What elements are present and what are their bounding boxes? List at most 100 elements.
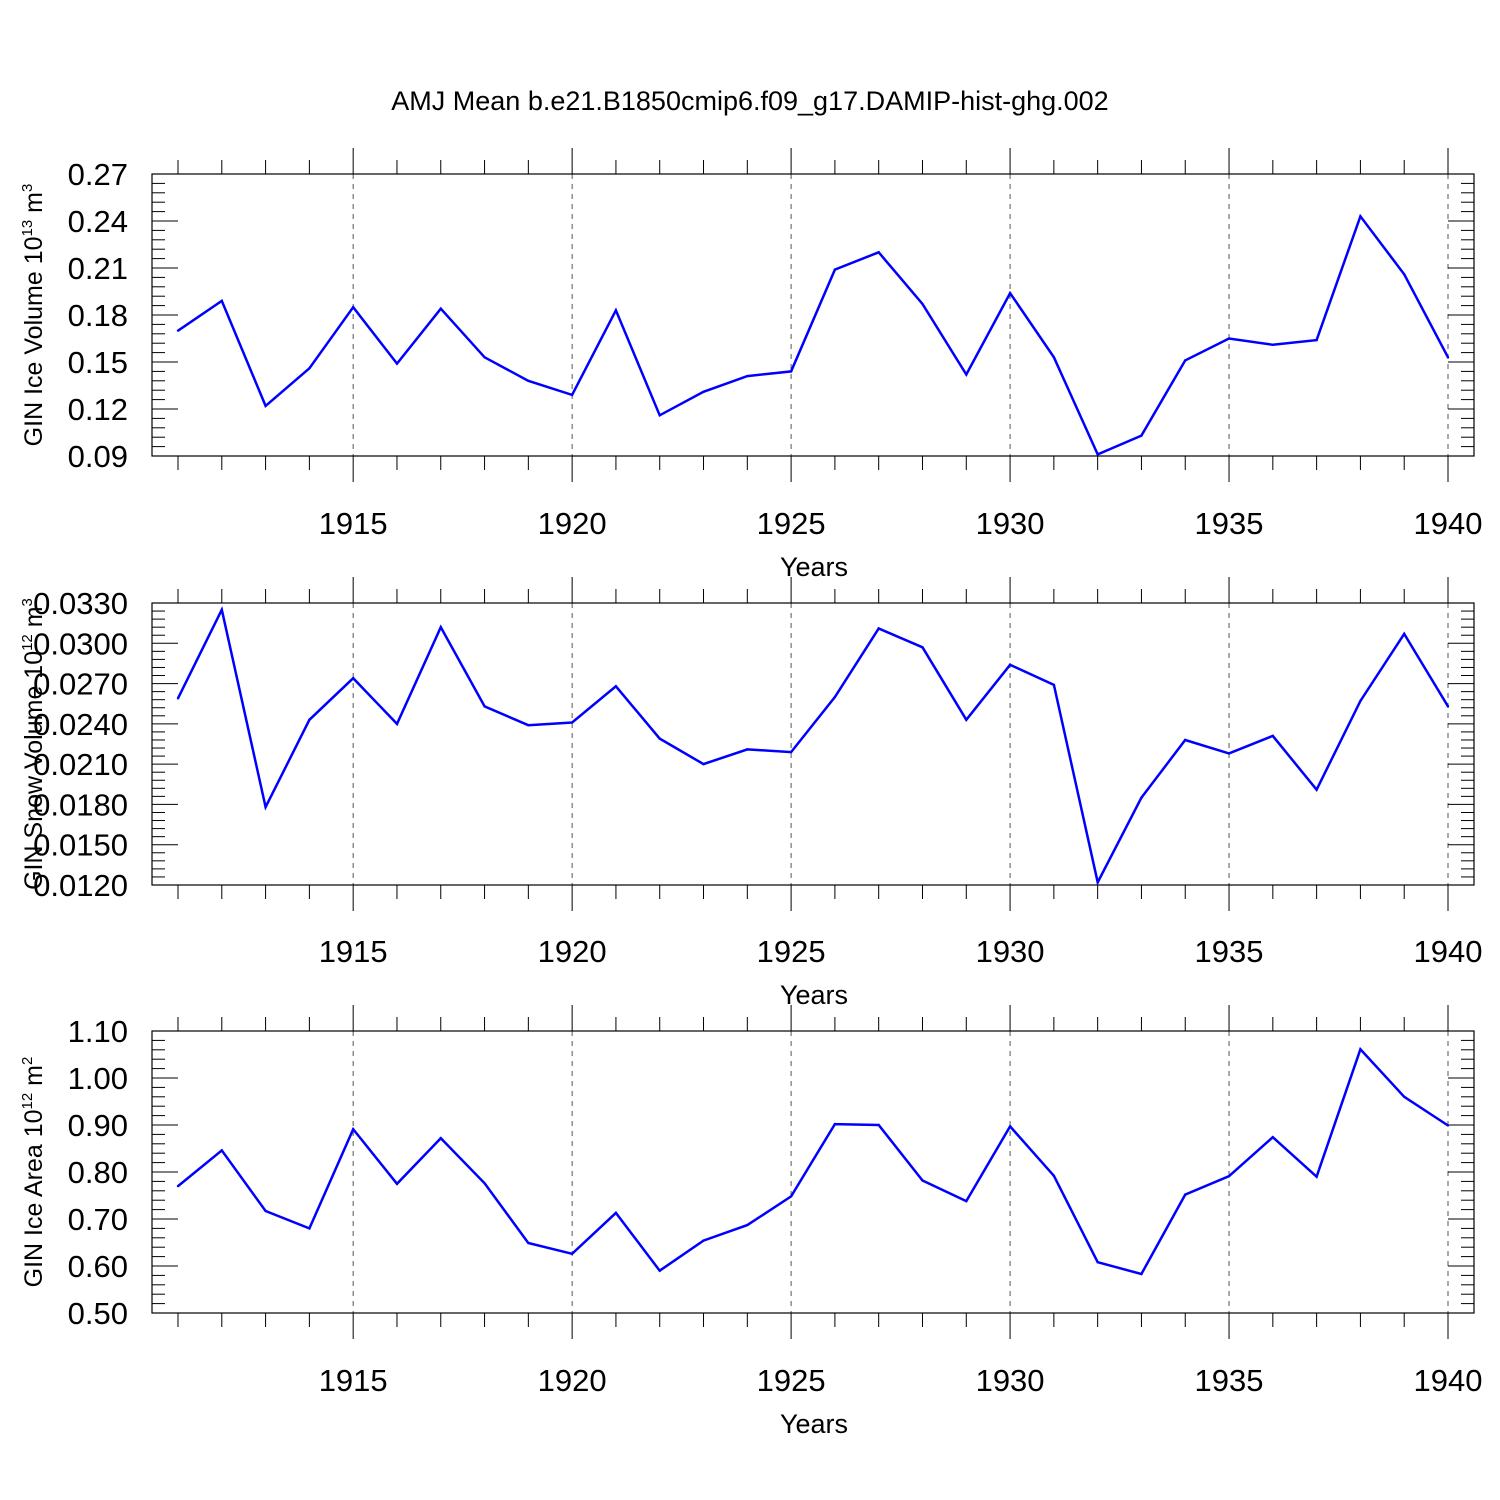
y-tick-label: 0.0150 (33, 828, 128, 863)
data-point (1052, 683, 1056, 687)
y-axis-title: GIN Ice Volume 1013 m3 (19, 184, 48, 447)
y-axis-title-superscript: 3 (19, 598, 36, 606)
data-point (1227, 752, 1231, 755)
x-tick-label: 1920 (538, 506, 607, 541)
x-tick-label: 1930 (976, 1363, 1045, 1398)
data-point (1096, 1261, 1099, 1264)
data-point (1315, 1175, 1318, 1178)
data-point (1008, 663, 1012, 666)
x-tick-label: 1920 (538, 1363, 607, 1398)
data-point (965, 718, 968, 722)
x-axis-title: Years (780, 980, 848, 1010)
y-tick-label: 0.0210 (33, 747, 128, 782)
data-point (351, 677, 355, 680)
data-point (1140, 796, 1143, 799)
x-axis-title: Years (780, 1409, 848, 1439)
y-tick-label: 0.0300 (33, 626, 128, 661)
y-tick-label: 0.0120 (33, 868, 128, 903)
y-tick-label: 0.90 (68, 1108, 128, 1143)
data-point (702, 1239, 705, 1242)
y-tick-label: 0.0330 (33, 586, 128, 621)
series-line (177, 1046, 1449, 1276)
data-point (1008, 291, 1012, 295)
data-point (833, 268, 837, 271)
data-point (483, 705, 486, 708)
x-tick-label: 1935 (1195, 506, 1264, 541)
x-tick-label: 1930 (976, 934, 1045, 969)
figure-title: AMJ Mean b.e21.B1850cmip6.f09_g17.DAMIP-… (391, 86, 1108, 116)
data-point (658, 414, 661, 417)
y-axis-title-superscript: 12 (19, 634, 36, 651)
data-point (570, 721, 574, 724)
data-point (1359, 699, 1362, 703)
y-tick-label: 0.24 (68, 204, 128, 239)
x-tick-label: 1940 (1414, 1363, 1483, 1398)
data-point (658, 1269, 661, 1272)
y-tick-label: 0.0180 (33, 787, 128, 822)
data-point (1446, 356, 1450, 359)
chart-panel-2: 0.0120 0.0150 0.0180 0.0210 0.0240 0.0270 0.03… (19, 577, 1482, 1010)
data-point (176, 697, 180, 700)
data-point (1403, 1095, 1406, 1099)
y-tick-label: 0.18 (68, 298, 128, 333)
data-point (614, 1211, 618, 1215)
data-point (1140, 434, 1143, 437)
data-point (1052, 356, 1056, 359)
y-tick-label: 0.60 (68, 1249, 128, 1284)
y-tick-label: 0.80 (68, 1155, 128, 1190)
series-points (176, 215, 1450, 456)
data-point (921, 302, 924, 306)
series-points (176, 608, 1450, 884)
data-point (264, 805, 267, 809)
data-point (1271, 734, 1275, 738)
data-point (746, 374, 749, 378)
data-point (1184, 1193, 1187, 1196)
data-point (483, 356, 486, 359)
data-point (921, 646, 924, 649)
y-axis-title: GIN Ice Area 1012 m2 (19, 1057, 48, 1288)
data-point (351, 1128, 355, 1131)
data-point (1184, 359, 1187, 362)
y-tick-label: 0.12 (68, 392, 128, 427)
y-axis-title-superscript: 12 (19, 1093, 36, 1110)
data-point (308, 718, 311, 722)
data-point (570, 1252, 574, 1255)
data-point (614, 309, 618, 312)
data-point (176, 329, 180, 332)
y-axis-title-text: GIN Snow Volume 10 (20, 651, 48, 890)
y-axis-title-text: m (20, 606, 48, 634)
data-point (439, 625, 442, 629)
data-point (965, 1199, 968, 1203)
data-point (1359, 1048, 1362, 1051)
data-point (527, 1241, 530, 1245)
chart-panel-1: 0.09 0.12 0.15 0.18 0.21 0.24 0.27 1915 1920 1925… (19, 148, 1482, 582)
data-point (439, 1136, 442, 1140)
data-point (1403, 273, 1406, 276)
data-point (1184, 738, 1187, 742)
data-point (1446, 705, 1450, 708)
data-point (702, 762, 705, 766)
data-point (1096, 453, 1099, 456)
x-tick-label: 1930 (976, 506, 1045, 541)
data-point (1096, 881, 1099, 884)
y-axis-title-superscript: 2 (19, 1057, 36, 1065)
data-point (877, 627, 880, 630)
data-point (1359, 215, 1362, 218)
y-tick-label: 0.21 (68, 251, 128, 286)
data-point (702, 390, 705, 393)
data-point (877, 1123, 880, 1127)
x-tick-label: 1915 (319, 1363, 388, 1398)
x-tick-label: 1915 (319, 506, 388, 541)
data-point (308, 367, 311, 370)
data-point (1315, 788, 1318, 791)
x-tick-label: 1925 (757, 506, 826, 541)
x-tick-label: 1940 (1414, 934, 1483, 969)
data-point (1227, 337, 1231, 340)
data-point (264, 404, 267, 408)
data-point (1140, 1272, 1143, 1276)
data-point (833, 695, 837, 699)
data-point (833, 1122, 837, 1126)
y-axis-title-text: m (20, 1065, 48, 1093)
chart-panels: 0.09 0.12 0.15 0.18 0.21 0.24 0.27 1915 1920 1925… (19, 148, 1482, 1439)
y-axis-title-text: m (20, 192, 48, 220)
